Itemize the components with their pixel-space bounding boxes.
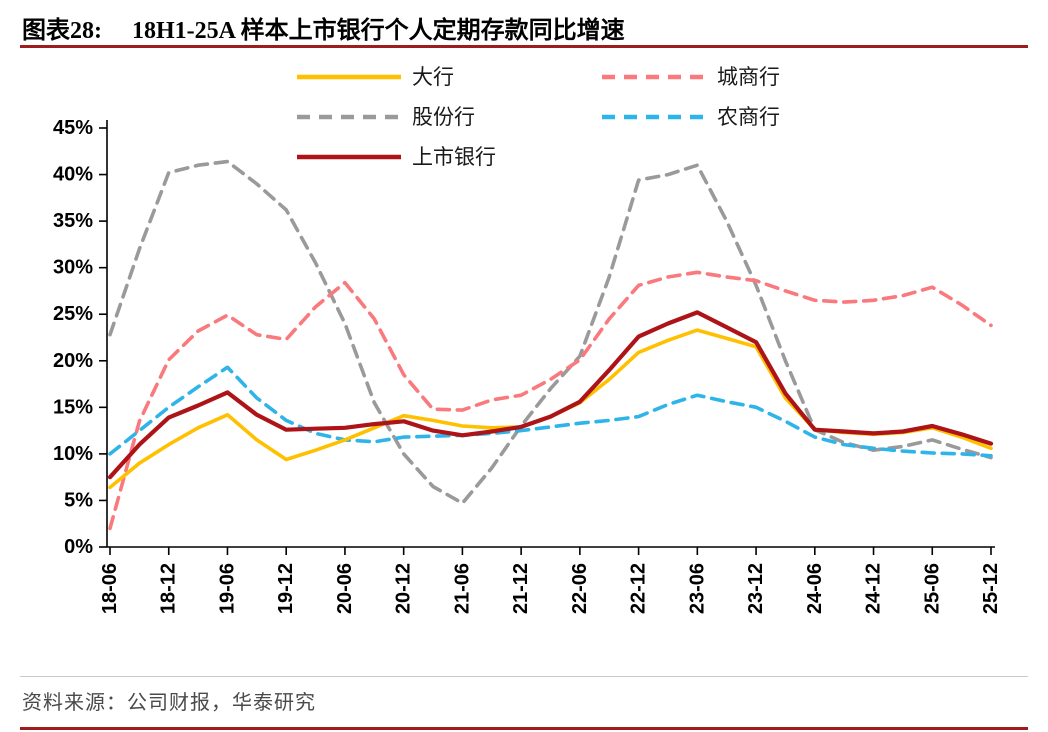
x-axis-label: 24-06 [804,563,826,614]
x-axis-label: 22-12 [628,563,650,614]
x-axis-label: 21-06 [451,563,473,614]
y-axis-label: 45% [53,117,93,139]
series-line-rural-commercial-banks [108,365,993,458]
legend-label-joint-stock-banks: 股份行 [412,105,475,129]
x-axis-label: 25-06 [921,563,943,614]
y-axis-label: 0% [64,536,93,558]
x-axis-label: 25-12 [980,563,1002,614]
x-axis-label: 19-06 [216,563,238,614]
x-axis-label: 23-06 [686,563,708,614]
y-axis-label: 35% [53,210,93,232]
x-axis-label: 18-06 [99,563,121,614]
top-divider [20,45,1028,48]
chart-title-text: 18H1-25A 样本上市银行个人定期存款同比增速 [132,18,625,44]
legend-label-city-commercial-banks: 城商行 [717,65,780,89]
y-axis-label: 10% [53,443,93,465]
y-axis-label: 15% [53,396,93,418]
footer-divider [20,676,1028,677]
x-axis-label: 20-06 [334,563,356,614]
x-axis-label: 23-12 [745,563,767,614]
x-axis-label: 19-12 [275,563,297,614]
source-note: 资料来源：公司财报，华泰研究 [22,692,316,714]
x-axis-label: 24-12 [863,563,885,614]
x-axis-label: 22-06 [569,563,591,614]
series-line-listed-banks [107,310,994,480]
legend-label-large-banks: 大行 [412,65,454,89]
legend-label-rural-commercial-banks: 农商行 [717,105,780,129]
series-line-large-banks [108,328,993,490]
x-axis-label: 21-12 [510,563,532,614]
bottom-divider [20,727,1028,730]
y-axis-label: 25% [53,303,93,325]
legend-label-listed-banks: 上市银行 [412,145,496,169]
series-line-joint-stock-banks [108,159,993,506]
y-axis-label: 30% [53,257,93,279]
y-axis-label: 5% [64,489,93,511]
y-axis-label: 40% [53,164,93,186]
x-axis-label: 20-12 [393,563,415,614]
chart-title: 图表28: 18H1-25A 样本上市银行个人定期存款同比增速 [22,10,625,45]
figure-number-label: 图表28: [22,18,102,44]
series-line-city-commercial-banks [108,270,993,531]
x-axis-label: 18-12 [158,563,180,614]
y-axis-label: 20% [53,350,93,372]
